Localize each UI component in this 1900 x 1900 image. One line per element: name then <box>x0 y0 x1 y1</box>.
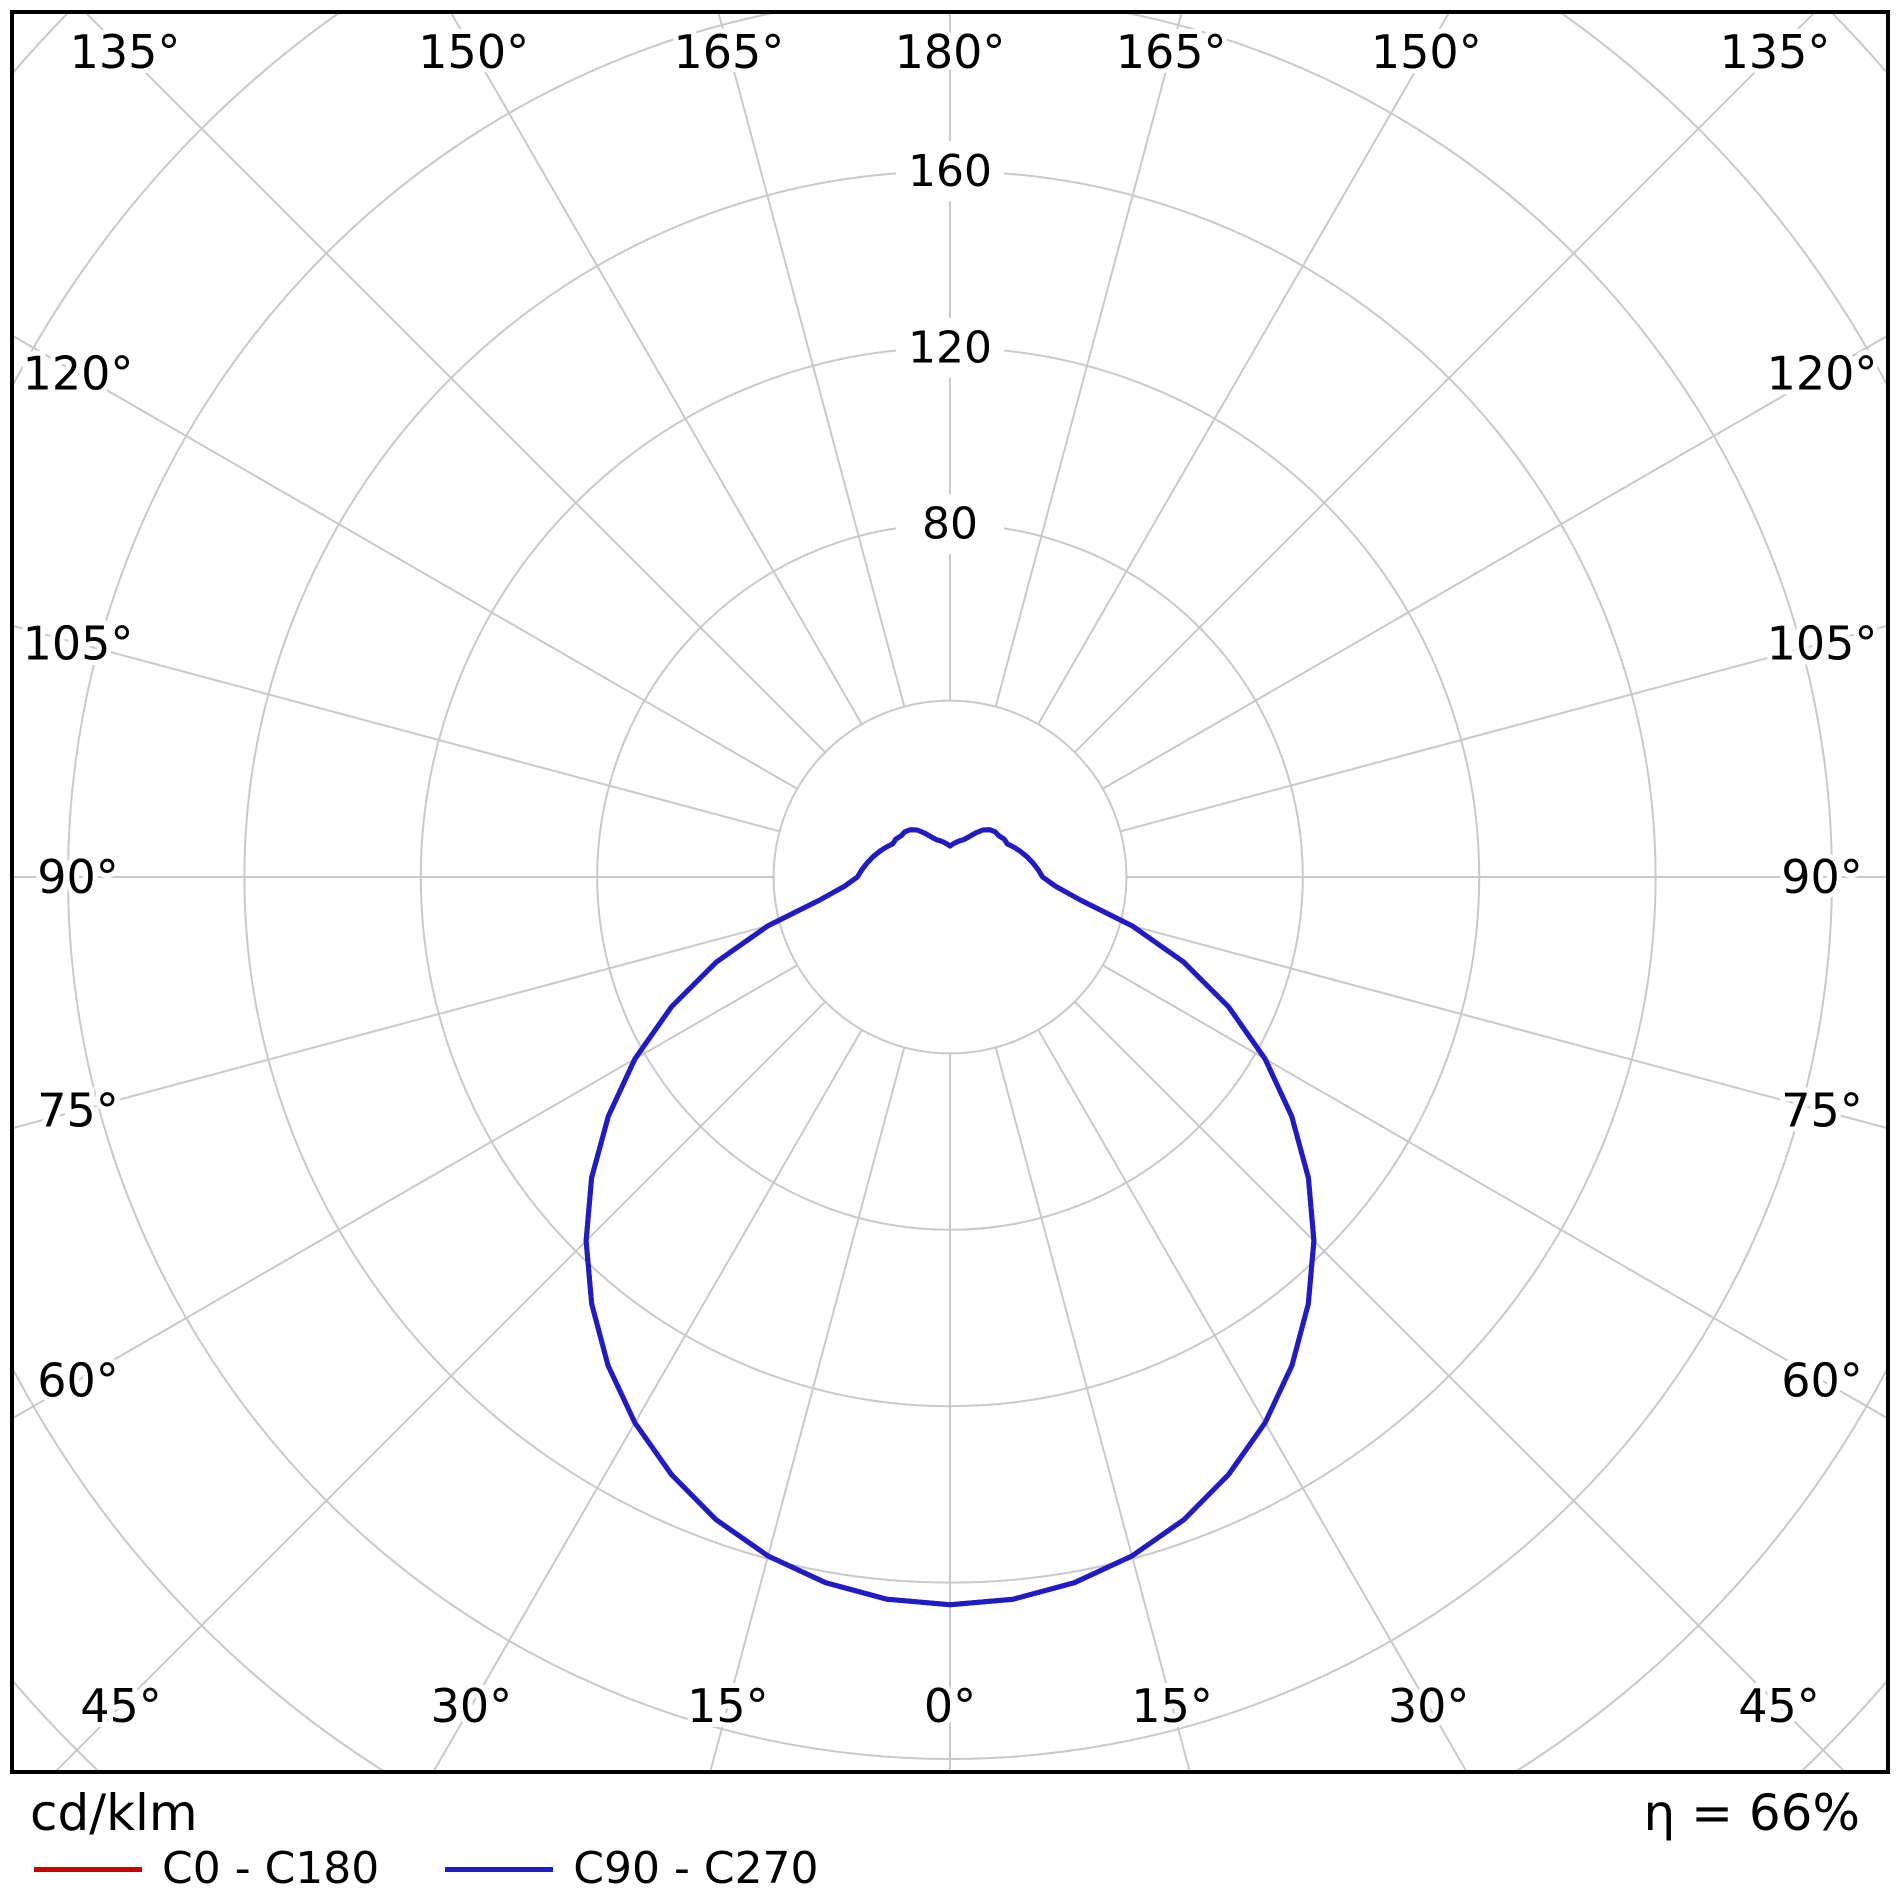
grid-spoke-30deg <box>1037 1029 1468 1772</box>
plot-frame <box>10 10 1890 1774</box>
angle-label-135-left: 135° <box>70 25 181 79</box>
ring-label-bg <box>896 141 1004 202</box>
grid-spoke-150deg <box>1037 12 1451 725</box>
angle-label-45-right: 45° <box>1738 1679 1820 1733</box>
ring-label-120: 120 <box>908 322 992 373</box>
c0-c180-line-swatch <box>34 1866 142 1872</box>
angle-label-120-right: 120° <box>1767 347 1878 401</box>
angle-label-75-left: 75° <box>37 1084 119 1138</box>
chart-meta-row: cd/klm η = 66% <box>0 1780 1900 1842</box>
angle-label-165-right: 165° <box>1116 25 1227 79</box>
legend-item-c90-c270: C90 - C270 <box>445 1843 819 1894</box>
axis-labels: 80 120 160 0° 15° 15° 30° 30° 45° 45° 60° 60° 75° 75°… <box>18 20 1883 1738</box>
grid-spoke-240deg <box>12 334 798 790</box>
ring-label-bg <box>896 317 1004 378</box>
legend-label-c90-c270: C90 - C270 <box>573 1843 819 1894</box>
angle-label-30-right: 30° <box>1388 1679 1470 1733</box>
angle-label-90-right: 90° <box>1781 850 1863 904</box>
ring-label-80: 80 <box>922 499 978 550</box>
grid-spoke-210deg <box>449 12 863 725</box>
grid-spoke-195deg <box>717 12 906 707</box>
angle-label-120-left: 120° <box>23 347 134 401</box>
grid-spoke-45deg <box>1073 1000 1847 1772</box>
grid-spoke-330deg <box>432 1029 863 1772</box>
chart-footer: cd/klm η = 66% C0 - C180 C90 - C270 <box>0 1780 1900 1894</box>
legend-item-c0-c180: C0 - C180 <box>34 1844 379 1894</box>
grid-spoke-285deg <box>12 921 780 1130</box>
grid-spoke-300deg <box>12 964 798 1420</box>
ring-label-bg <box>896 494 1004 555</box>
angle-label-105-left: 105° <box>23 616 134 670</box>
angle-label-165-left: 165° <box>673 25 784 79</box>
grid-spoke-60deg <box>1102 964 1888 1420</box>
grid-spoke-75deg <box>1120 921 1888 1130</box>
angle-label-75-right: 75° <box>1781 1084 1863 1138</box>
angle-label-60-left: 60° <box>37 1353 119 1407</box>
grid-spoke-105deg <box>1120 624 1888 833</box>
angle-label-135-right: 135° <box>1720 25 1831 79</box>
angle-label-30-left: 30° <box>431 1679 513 1733</box>
curve-c90-c270 <box>583 827 1317 1608</box>
grid-spoke-120deg <box>1102 334 1888 790</box>
units-label: cd/klm <box>30 1784 198 1842</box>
angle-label-90-left: 90° <box>37 850 119 904</box>
legend: C0 - C180 C90 - C270 <box>0 1842 1900 1894</box>
angle-label-45-left: 45° <box>80 1679 162 1733</box>
grid-spoke-135deg <box>1073 12 1817 754</box>
grid-spoke-315deg <box>53 1000 827 1772</box>
grid-spoke-165deg <box>994 12 1183 707</box>
angle-label-105-right: 105° <box>1767 616 1878 670</box>
efficiency-label: η = 66% <box>1643 1784 1860 1842</box>
polar-chart: 80 120 160 0° 15° 15° 30° 30° 45° 45° 60° 60° 75° 75°… <box>10 10 1890 1774</box>
grid-spoke-15deg <box>994 1047 1191 1772</box>
angle-label-150-left: 150° <box>418 25 529 79</box>
angle-label-0-right: 0° <box>924 1679 976 1733</box>
grid-spoke-345deg <box>709 1047 906 1772</box>
angle-label-15-right: 15° <box>1131 1679 1213 1733</box>
grid-spoke-255deg <box>12 624 780 833</box>
angle-label-180-right: 180° <box>895 25 1006 79</box>
angle-label-150-right: 150° <box>1371 25 1482 79</box>
grid-spoke-225deg <box>83 12 827 754</box>
legend-label-c0-c180: C0 - C180 <box>162 1843 380 1894</box>
ring-label-160: 160 <box>908 146 992 197</box>
angle-label-15-left: 15° <box>687 1679 769 1733</box>
angle-label-60-right: 60° <box>1781 1353 1863 1407</box>
c90-c270-line-swatch <box>445 1866 554 1872</box>
